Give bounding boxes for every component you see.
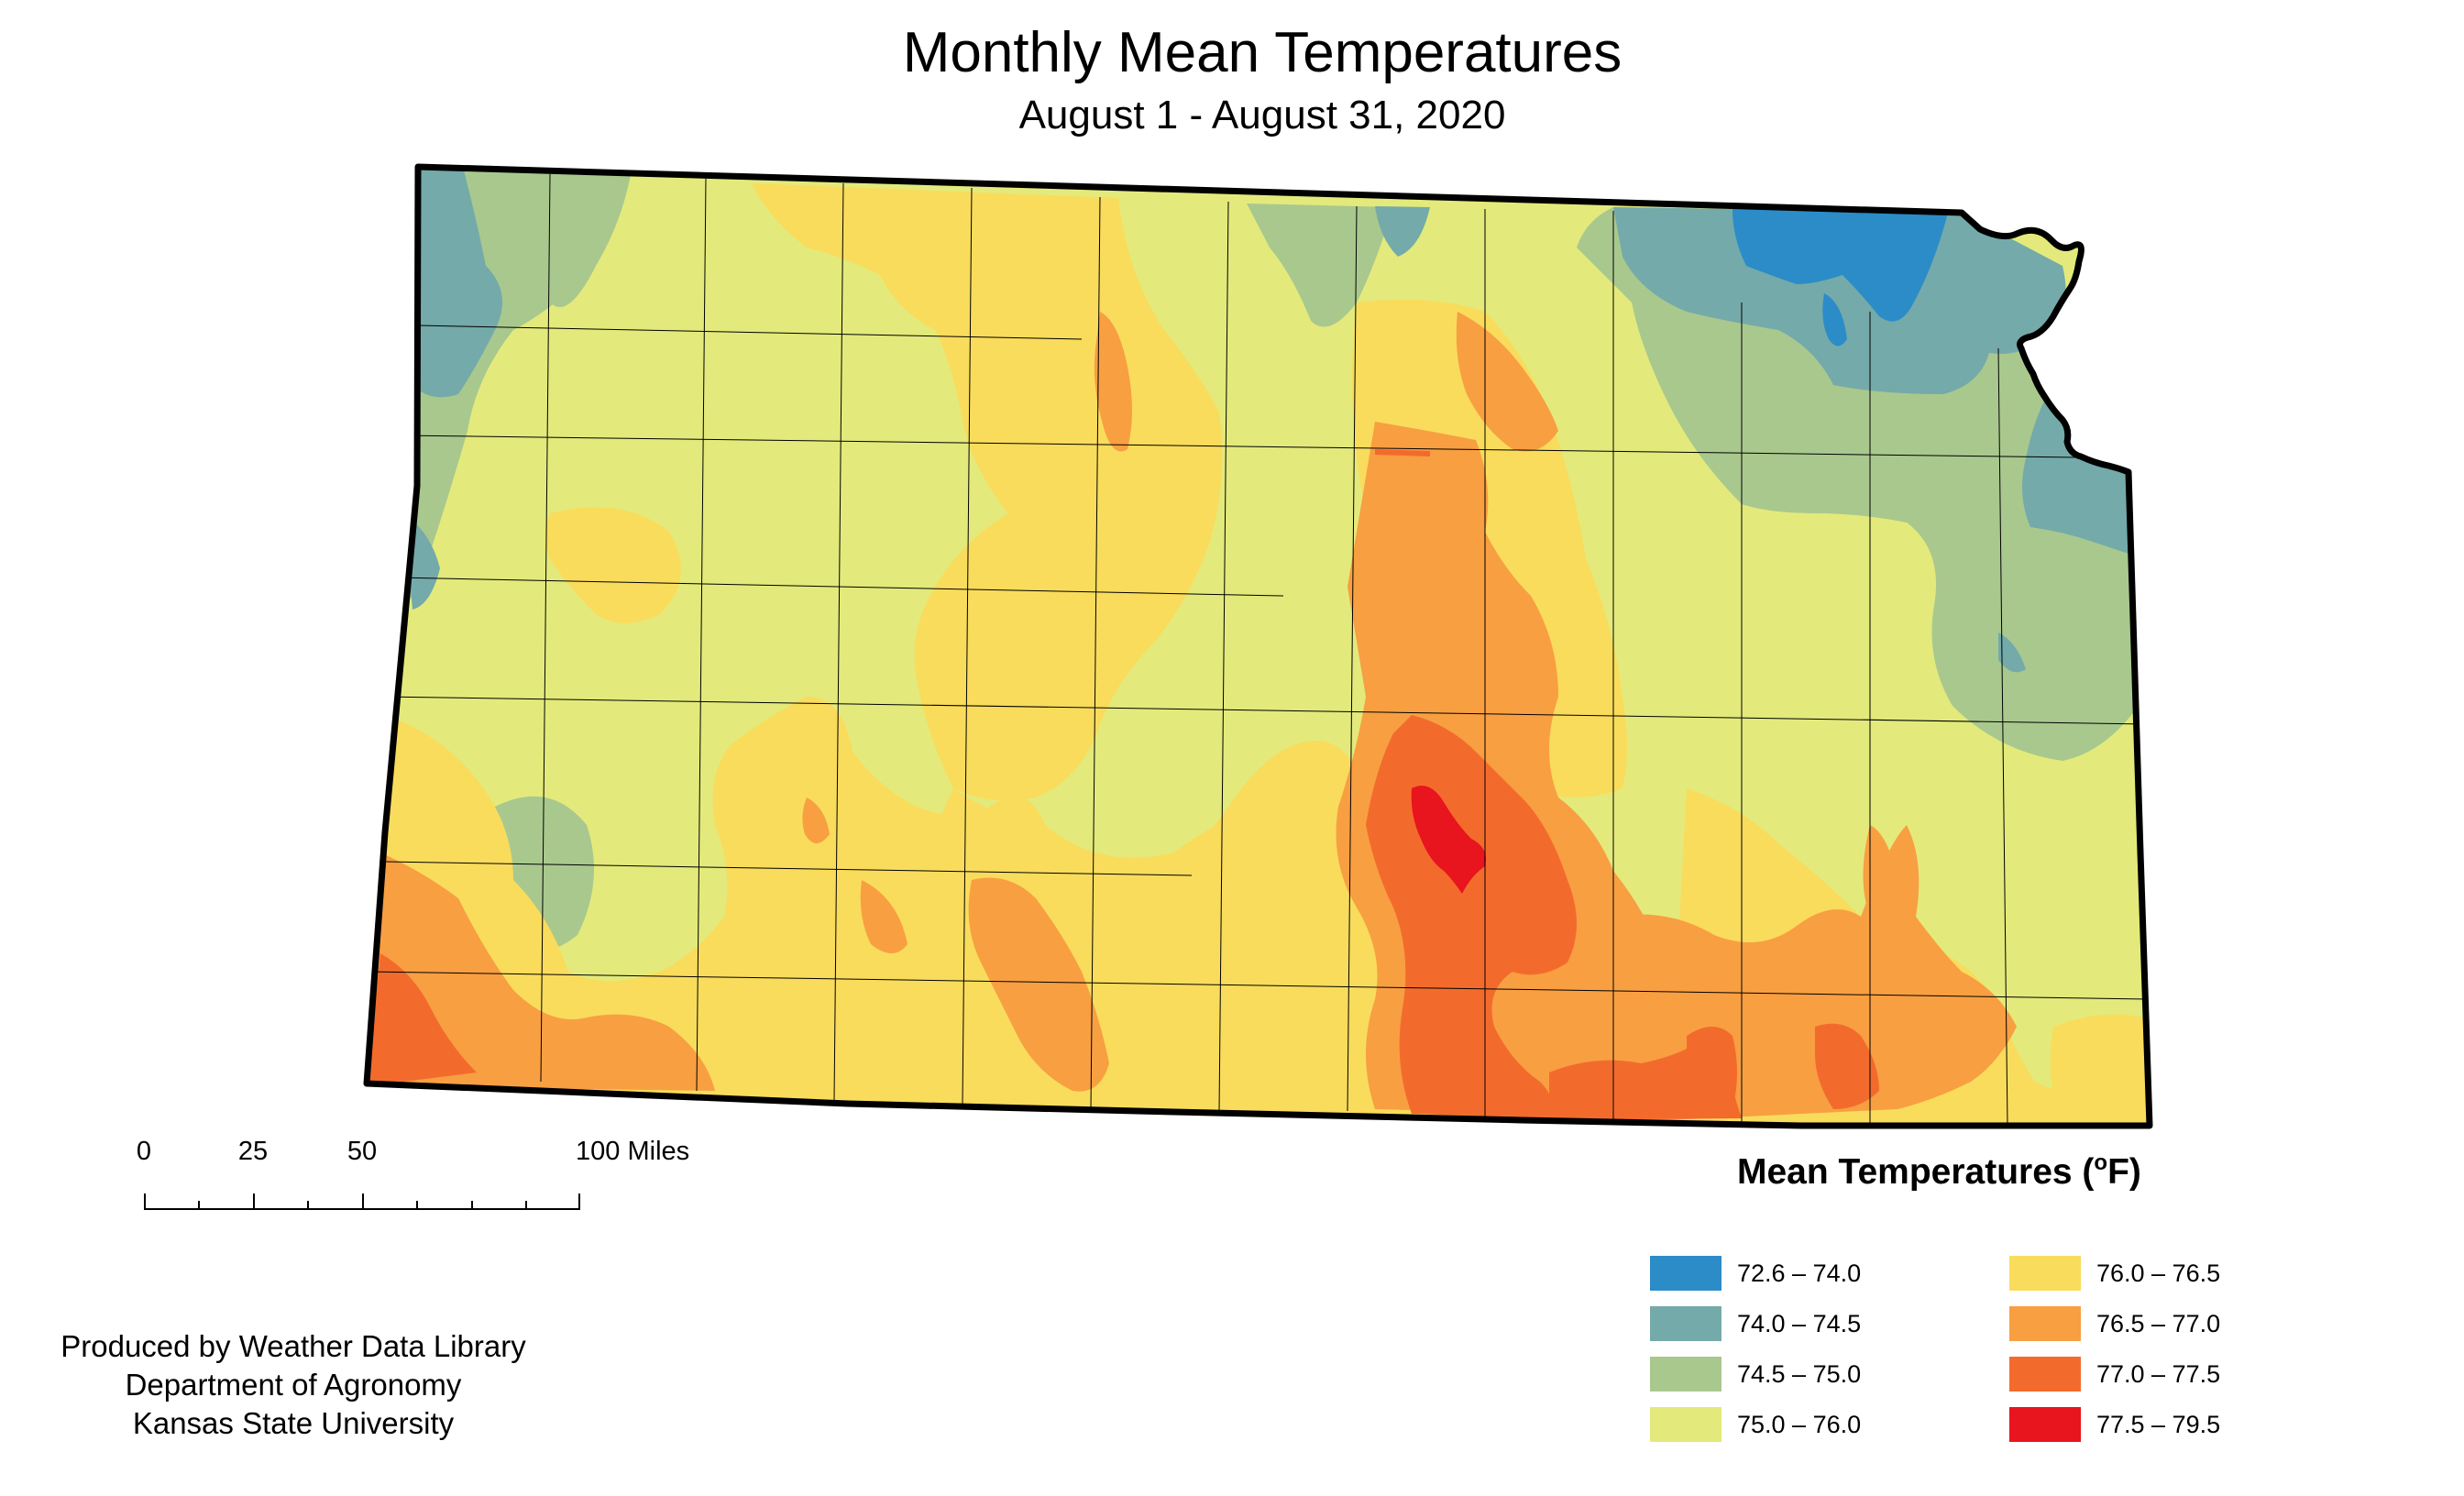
legend-swatch	[1650, 1357, 1722, 1392]
legend-swatch	[1650, 1407, 1722, 1442]
map-subtitle: August 1 - August 31, 2020	[1018, 93, 1506, 138]
legend-title: Mean Temperatures (oF)	[1737, 1150, 2141, 1193]
legend: 72.6 – 74.0 74.0 – 74.5 74.5 – 75.0 75.0 – …	[1650, 1256, 2292, 1458]
zone-74_5-75-northwest	[513, 167, 632, 307]
legend-unit: F)	[2107, 1152, 2141, 1192]
zone-76-76_5-west-blob	[545, 507, 681, 623]
zone-77-77_5-southeast-blob	[1815, 1023, 1879, 1109]
legend-swatch	[2009, 1407, 2081, 1442]
zone-74-74_5-east-spot	[1998, 632, 2026, 673]
zone-76_5-77-southcentral	[968, 877, 1109, 1092]
scale-tick	[471, 1201, 473, 1210]
zone-74-74_5-east	[2022, 385, 2145, 559]
map-title: Monthly Mean Temperatures	[902, 21, 1622, 84]
credit-block: Produced by Weather Data Library Departm…	[28, 1327, 559, 1443]
scale-bar: 0 25 50 100 Miles	[136, 1137, 689, 1238]
zone-72_6-74-northeast-tail	[1822, 293, 1847, 346]
scale-tick	[253, 1194, 255, 1210]
legend-label: 76.0 – 76.5	[2096, 1260, 2221, 1287]
legend-swatch	[1650, 1256, 1722, 1291]
zone-76_5-77-southwest-spot	[860, 880, 908, 953]
legend-degree: o	[2094, 1150, 2108, 1175]
scale-label-25: 25	[237, 1137, 269, 1166]
scale-tick	[362, 1194, 364, 1210]
legend-swatch	[2009, 1357, 2081, 1392]
county-lines-horizontal	[367, 324, 2150, 1000]
legend-label: 72.6 – 74.0	[1737, 1260, 1862, 1287]
credit-line-2: Department of Agronomy	[125, 1368, 462, 1402]
legend-label: 77.5 – 79.5	[2096, 1411, 2221, 1438]
credit-line-1: Produced by Weather Data Library	[60, 1329, 526, 1363]
legend-label: 76.5 – 77.0	[2096, 1310, 2221, 1337]
legend-label: 75.0 – 76.0	[1737, 1411, 1862, 1438]
legend-label: 74.5 – 75.0	[1737, 1360, 1862, 1388]
zone-74-74_5-northcentral	[1375, 206, 1430, 257]
county-lines-vertical	[540, 173, 2008, 1126]
legend-swatch	[2009, 1256, 2081, 1291]
temperature-zones	[367, 167, 2150, 1126]
legend-title-text: Mean Temperatures (	[1737, 1152, 2095, 1192]
scale-tick	[416, 1201, 418, 1210]
credit-line-3: Kansas State University	[132, 1406, 455, 1440]
zone-76-76_5-east-strip	[2050, 1014, 2150, 1126]
legend-swatch	[1650, 1306, 1722, 1341]
scale-tick	[307, 1201, 309, 1210]
scale-label-50: 50	[346, 1137, 378, 1166]
scale-tick	[525, 1201, 527, 1210]
scale-label-0: 0	[136, 1137, 152, 1166]
zone-76_5-77-west-spot	[802, 798, 830, 843]
zone-77_5-79_5-central	[1411, 786, 1486, 894]
legend-swatch	[2009, 1306, 2081, 1341]
kansas-state-border	[363, 163, 2153, 1129]
zone-77-77_5-southwest	[367, 953, 477, 1086]
legend-label: 77.0 – 77.5	[2096, 1360, 2221, 1388]
zone-76_5-77-east-spot	[1863, 825, 1898, 918]
zone-74-74_5-northeast	[1613, 207, 2066, 394]
zone-77-77_5-southeast	[1687, 1027, 1737, 1118]
zone-76_5-77-northeast-blob	[1456, 312, 1558, 452]
zone-72_6-74-northeast	[1732, 209, 1948, 322]
legend-label: 74.0 – 74.5	[1737, 1310, 1862, 1337]
zone-76_5-77-southwest	[367, 852, 715, 1091]
scale-tick	[144, 1194, 146, 1210]
scale-tick	[198, 1201, 200, 1210]
scale-tick	[578, 1194, 580, 1210]
zone-74-74_5-west	[403, 167, 503, 398]
zone-76_5-77-north-streak	[1094, 312, 1132, 452]
county-boundaries	[367, 173, 2150, 1126]
zone-77-77_5-north-line	[1375, 449, 1430, 456]
scale-label-100-miles: 100 Miles	[576, 1137, 690, 1166]
